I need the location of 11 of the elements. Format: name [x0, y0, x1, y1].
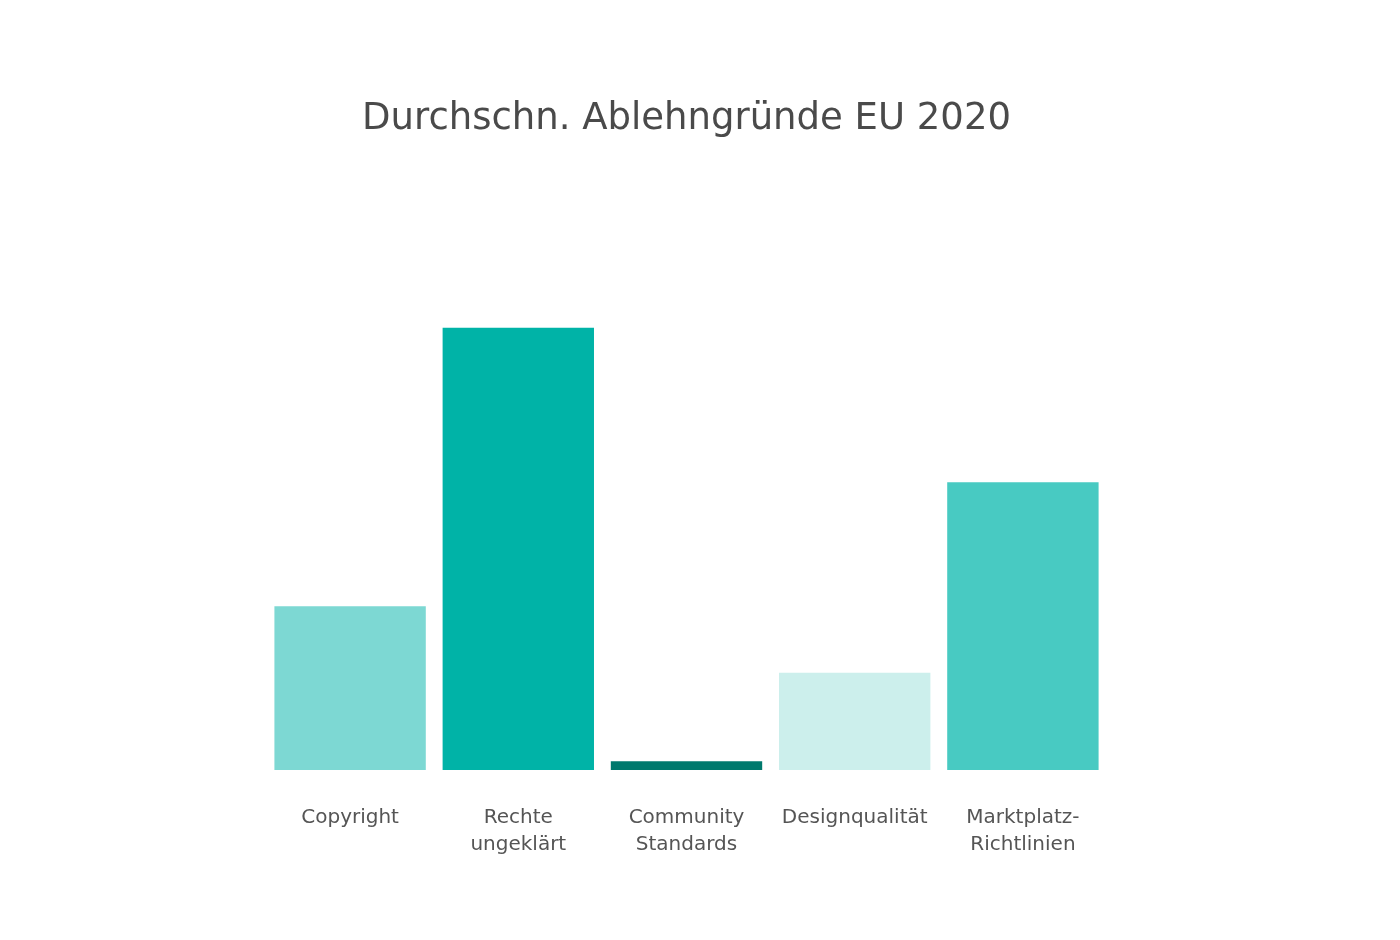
x-tick-label: Marktplatz-Richtlinien: [966, 803, 1080, 855]
bar: [779, 672, 931, 770]
x-tick-label: Designqualität: [781, 803, 928, 828]
x-tick-label: Community Standards: [628, 803, 745, 855]
bar: [442, 327, 594, 770]
bar: [274, 606, 426, 770]
chart-title: Durchschn. Ablehngründe EU 2020: [362, 94, 1011, 138]
bar: [610, 761, 763, 770]
bar: [947, 482, 1099, 770]
x-tick-label: Rechte ungeklärt: [470, 803, 567, 855]
x-tick-label: Copyright: [301, 803, 400, 828]
